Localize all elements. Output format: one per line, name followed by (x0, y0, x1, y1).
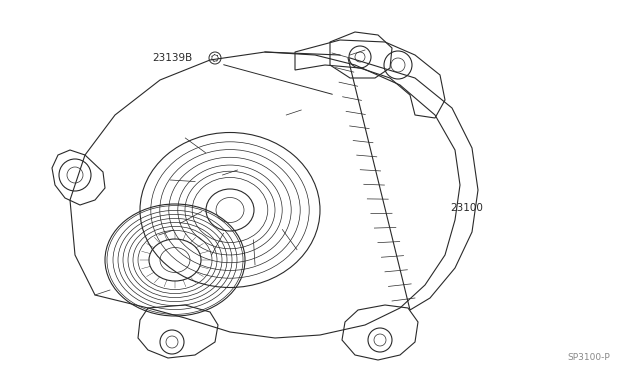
Text: 23100: 23100 (450, 203, 483, 213)
Text: SP3100-P: SP3100-P (567, 353, 610, 362)
Text: 23139B: 23139B (152, 53, 192, 63)
